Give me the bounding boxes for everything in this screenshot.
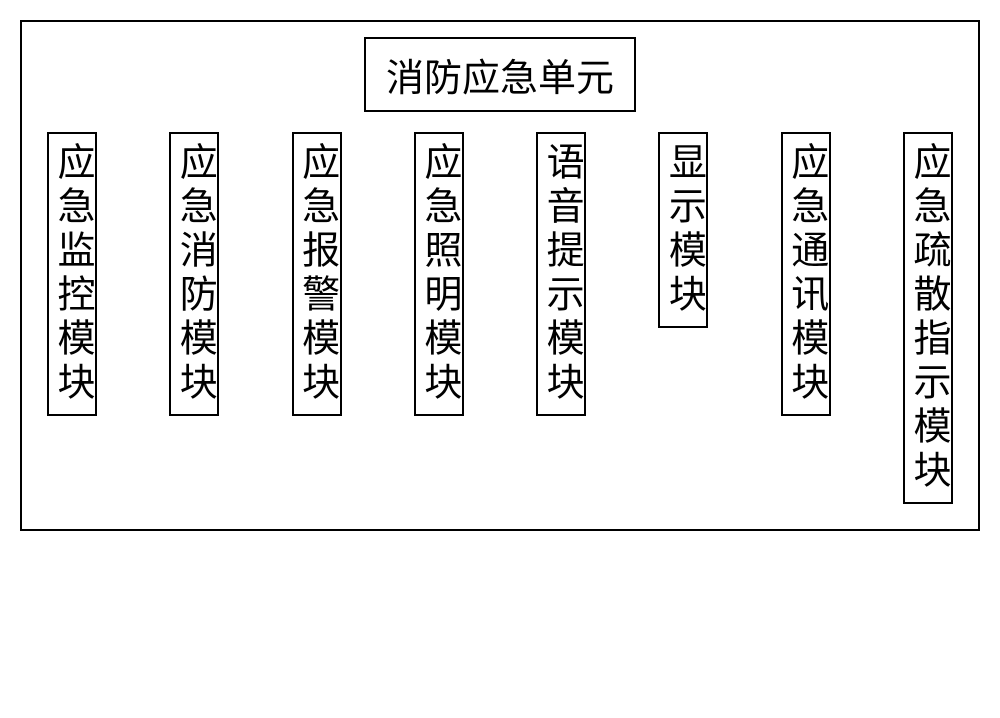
module-label: 语音提示模块	[542, 142, 580, 406]
module-monitoring: 应急监控模块	[47, 132, 97, 416]
module-label: 应急照明模块	[420, 142, 458, 406]
module-label: 显示模块	[664, 142, 702, 318]
module-label: 应急疏散指示模块	[909, 142, 947, 494]
module-label: 应急消防模块	[175, 142, 213, 406]
module-firefighting: 应急消防模块	[169, 132, 219, 416]
module-lighting: 应急照明模块	[414, 132, 464, 416]
module-label: 应急通讯模块	[787, 142, 825, 406]
modules-row: 应急监控模块 应急消防模块 应急报警模块 应急照明模块 语音提示模块 显示模块 …	[47, 132, 953, 504]
module-label: 应急报警模块	[298, 142, 336, 406]
module-communication: 应急通讯模块	[781, 132, 831, 416]
diagram-container: 消防应急单元 应急监控模块 应急消防模块 应急报警模块 应急照明模块 语音提示模…	[20, 20, 980, 531]
module-label: 应急监控模块	[53, 142, 91, 406]
module-evacuation: 应急疏散指示模块	[903, 132, 953, 504]
diagram-title: 消防应急单元	[364, 37, 636, 112]
module-display: 显示模块	[658, 132, 708, 328]
module-alarm: 应急报警模块	[292, 132, 342, 416]
module-voice: 语音提示模块	[536, 132, 586, 416]
